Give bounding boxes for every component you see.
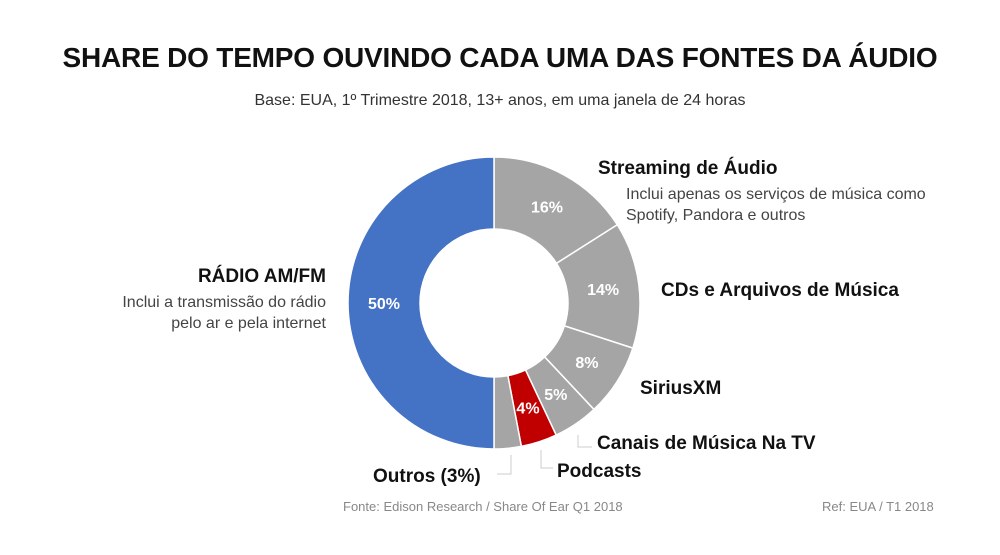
label-radio: RÁDIO AM/FM xyxy=(197,266,326,287)
slice-6 xyxy=(347,156,495,450)
slice-label-0: 16% xyxy=(531,200,563,217)
leader-line-1 xyxy=(540,450,553,469)
ref-note: Ref: EUA / T1 2018 xyxy=(822,499,934,514)
chart-subtitle: Base: EUA, 1º Trimestre 2018, 13+ anos, … xyxy=(254,92,746,109)
leader-line-2 xyxy=(497,455,512,475)
chart-title: SHARE DO TEMPO OUVINDO CADA UMA DAS FONT… xyxy=(62,42,938,73)
slice-label-4: 4% xyxy=(516,401,539,418)
label-canais-tv: Canais de Música Na TV xyxy=(597,433,816,454)
label-streaming: Streaming de Áudio xyxy=(598,158,778,179)
note-radio: Inclui a transmissão do rádio pelo ar e … xyxy=(122,294,326,332)
slice-label-2: 8% xyxy=(575,355,598,372)
source-note: Fonte: Edison Research / Share Of Ear Q1… xyxy=(343,499,623,514)
label-cds: CDs e Arquivos de Música xyxy=(661,280,899,301)
slice-label-1: 14% xyxy=(587,282,619,299)
label-siriusxm: SiriusXM xyxy=(640,378,722,399)
slice-label-6: 50% xyxy=(368,296,400,313)
slice-label-3: 5% xyxy=(544,387,567,404)
label-podcasts: Podcasts xyxy=(557,461,642,482)
note-streaming: Inclui apenas os serviços de música como… xyxy=(626,186,926,224)
label-outros: Outros (3%) xyxy=(373,466,481,487)
leader-line-0 xyxy=(577,435,592,448)
